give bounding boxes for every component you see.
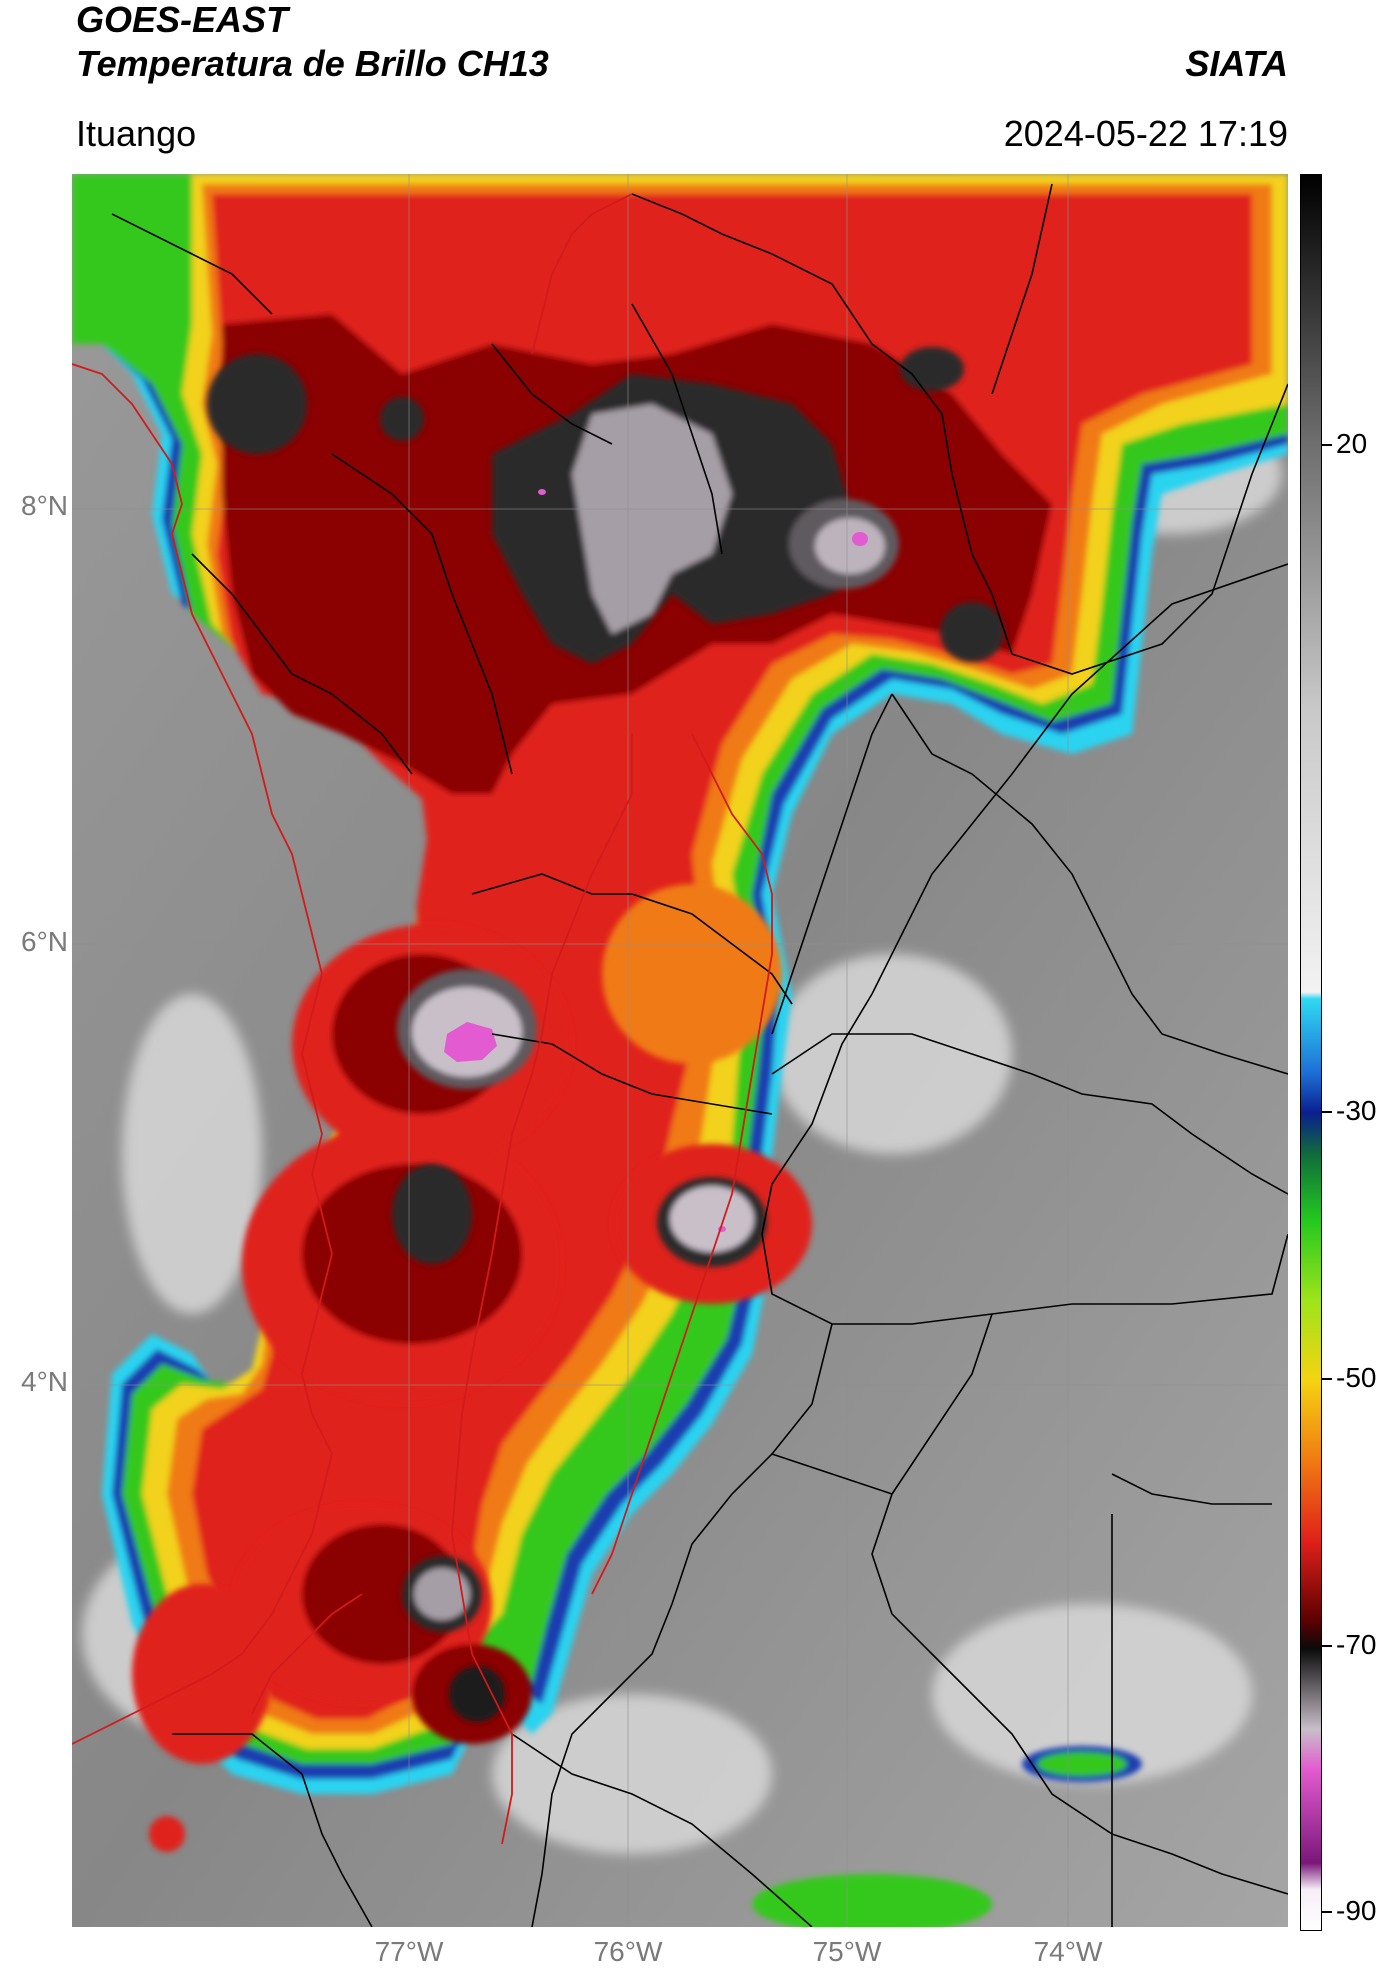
core-3n-light <box>414 1568 470 1620</box>
colorbar-label-minus50: -50 <box>1336 1362 1377 1393</box>
colorbar-tick-minus70 <box>1322 1645 1332 1647</box>
colorbar-label-minus70: -70 <box>1336 1629 1377 1660</box>
core-nw-small <box>380 397 424 441</box>
core-ne <box>900 347 964 391</box>
lon-label-76w: 76°W <box>593 1936 663 1967</box>
colorbar-tick-minus90 <box>1322 1911 1332 1913</box>
title-line1: GOES-EAST <box>76 0 289 40</box>
pink-e <box>852 532 868 546</box>
core-nw <box>207 354 307 454</box>
core-2n <box>449 1666 505 1722</box>
colorbar-label-minus90: -90 <box>1336 1895 1377 1926</box>
lon-label-77w: 77°W <box>374 1936 444 1967</box>
admin-borders-black <box>111 183 1288 1927</box>
location-label: Ituango <box>76 113 197 154</box>
core-e-light <box>815 518 885 574</box>
core-5n <box>392 1164 472 1264</box>
core-far-e <box>940 602 1004 662</box>
pink-main <box>538 489 546 495</box>
core-main-light <box>572 404 732 634</box>
pink-6n <box>444 1022 497 1062</box>
cell-se-green <box>752 1874 992 1927</box>
map-canvas <box>72 174 1288 1927</box>
lon-label-74w: 74°W <box>1033 1936 1103 1967</box>
colorbar-tick-minus30 <box>1322 1111 1332 1113</box>
cell-east-green <box>1037 1752 1127 1776</box>
colorbar-tick-minus50 <box>1322 1378 1332 1380</box>
lat-label-4n: 4°N <box>21 1366 68 1397</box>
pink-overshooting-tops <box>444 489 868 1232</box>
core-east-5n-light <box>670 1186 754 1252</box>
lat-label-8n: 8°N <box>21 490 68 521</box>
cell-east-orange <box>602 884 782 1064</box>
satellite-map <box>72 174 1288 1927</box>
lat-label-6n: 6°N <box>21 926 68 957</box>
colorbar <box>1300 174 1322 1931</box>
colorbar-label-minus30: -30 <box>1336 1095 1377 1126</box>
coastline-red <box>72 193 773 1845</box>
colorbar-tick-20 <box>1322 444 1332 446</box>
cell-3n-deep <box>302 1524 462 1664</box>
lon-label-75w: 75°W <box>812 1936 882 1967</box>
brand-label: SIATA <box>1185 43 1288 84</box>
cell-sw-red <box>132 1584 272 1764</box>
grid-lines <box>72 174 1288 1927</box>
colorbar-label-20: 20 <box>1336 428 1368 459</box>
cell-sw-small <box>149 1816 185 1852</box>
datetime-label: 2024-05-22 17:19 <box>1003 113 1288 154</box>
title-line2: Temperatura de Brillo CH13 <box>76 43 549 84</box>
